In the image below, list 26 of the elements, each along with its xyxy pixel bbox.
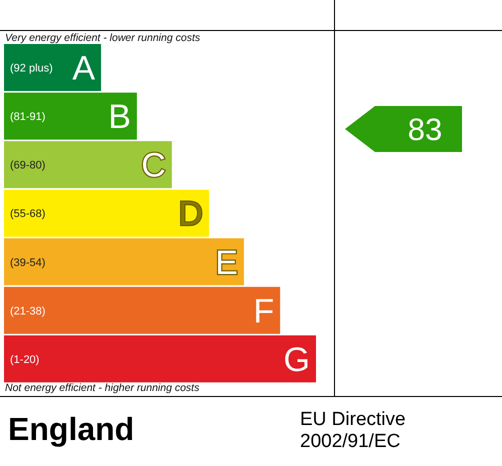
y-tick-label: (55-68) — [10, 208, 46, 220]
y-tick-label: (1-20) — [10, 354, 40, 366]
annotation: G — [284, 340, 310, 379]
annotation: E — [215, 244, 238, 282]
y-tick-label: (81-91) — [10, 111, 46, 124]
annotation: Not energy efficient - higher running costs — [5, 382, 200, 394]
bar — [4, 92, 137, 140]
annotation: F — [253, 292, 274, 330]
y-tick-label: (69-80) — [10, 160, 46, 172]
bar — [4, 190, 209, 237]
text: England — [8, 411, 134, 448]
y-tick-label: (39-54) — [10, 256, 46, 269]
bar — [4, 238, 244, 286]
annotation: B — [108, 98, 131, 136]
text: Very energy efficient - lower running costs — [5, 32, 200, 44]
annotation: A — [72, 50, 96, 88]
annotation: C — [141, 146, 166, 185]
bar — [4, 44, 102, 91]
text: 83 — [408, 112, 442, 147]
bar — [4, 141, 172, 188]
bar — [4, 286, 280, 334]
annotation: D — [178, 195, 203, 234]
bar — [4, 335, 316, 382]
y-tick-label: (92 plus) — [10, 62, 53, 74]
text: EU Directive 2002/91/EC — [300, 409, 407, 453]
y-tick-label: (21-38) — [10, 305, 46, 318]
